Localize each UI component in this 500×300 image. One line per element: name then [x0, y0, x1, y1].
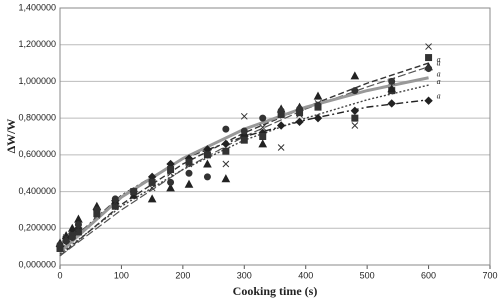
point [111, 195, 119, 203]
x-tick-label: 600 [421, 270, 436, 280]
fit-line [58, 76, 429, 254]
point [167, 178, 175, 186]
point [240, 127, 248, 135]
y-tick-label: 1,000000 [18, 76, 56, 86]
point [185, 158, 193, 166]
annotation: a [437, 55, 441, 64]
point [387, 99, 396, 108]
x-tick-label: 300 [237, 270, 252, 280]
point [222, 160, 230, 168]
x-tick-label: 500 [360, 270, 375, 280]
x-tick-label: 400 [298, 270, 313, 280]
point [148, 178, 156, 186]
point [67, 223, 77, 232]
x-tick-label: 100 [114, 270, 129, 280]
annotation: a [437, 92, 441, 101]
point [93, 206, 101, 214]
point [68, 233, 76, 241]
point [296, 111, 303, 118]
x-tick-label: 200 [175, 270, 190, 280]
x-axis-title: Cooking time (s) [233, 284, 318, 298]
point [222, 125, 230, 133]
point [276, 121, 286, 130]
point [184, 179, 194, 188]
point [258, 139, 268, 148]
point [203, 159, 212, 168]
point [147, 194, 157, 203]
point [62, 237, 70, 245]
y-tick-label: 0,800000 [18, 113, 56, 123]
plot-frame [59, 7, 491, 266]
point [221, 174, 231, 183]
x-tick-label: 0 [57, 270, 62, 280]
point [130, 188, 138, 196]
x-tick-label: 700 [482, 270, 497, 280]
fit-line [59, 62, 429, 257]
point [351, 122, 359, 129]
point [167, 169, 174, 177]
y-axis-title: ΔW/W [4, 119, 18, 154]
point [425, 65, 433, 73]
annotation: a [437, 70, 441, 79]
y-tick-label: 0,000000 [18, 259, 56, 269]
y-tick-label: 0,600000 [18, 149, 56, 159]
annotation: a [437, 59, 441, 68]
y-tick-label: 1,400000 [18, 2, 56, 12]
point [259, 114, 267, 122]
point [314, 101, 322, 109]
point [296, 105, 304, 113]
point [313, 113, 323, 123]
point [351, 114, 359, 122]
point [425, 54, 433, 62]
point [240, 112, 248, 120]
point [387, 84, 397, 93]
point [259, 123, 267, 131]
point [388, 77, 396, 85]
point [166, 183, 175, 192]
point [313, 91, 323, 100]
y-tick-label: 1,200000 [18, 39, 56, 49]
point [240, 136, 248, 144]
point [425, 43, 432, 50]
fit-line [59, 66, 429, 257]
fit-line [59, 99, 429, 251]
point [259, 133, 267, 140]
point [221, 139, 231, 149]
point [185, 160, 193, 168]
annotation: a [437, 77, 441, 86]
y-tick-label: 0,200000 [18, 223, 56, 233]
point [351, 87, 359, 95]
point [222, 147, 230, 155]
point [350, 71, 360, 80]
point [93, 212, 101, 219]
point [203, 173, 211, 181]
point [277, 144, 285, 151]
y-tick-label: 0,400000 [18, 186, 56, 196]
point [74, 221, 82, 229]
point [295, 117, 304, 127]
point [424, 96, 433, 105]
point [185, 169, 193, 177]
point [277, 107, 285, 115]
point [204, 151, 211, 159]
point [148, 184, 156, 192]
point [350, 106, 360, 116]
point [56, 241, 64, 249]
